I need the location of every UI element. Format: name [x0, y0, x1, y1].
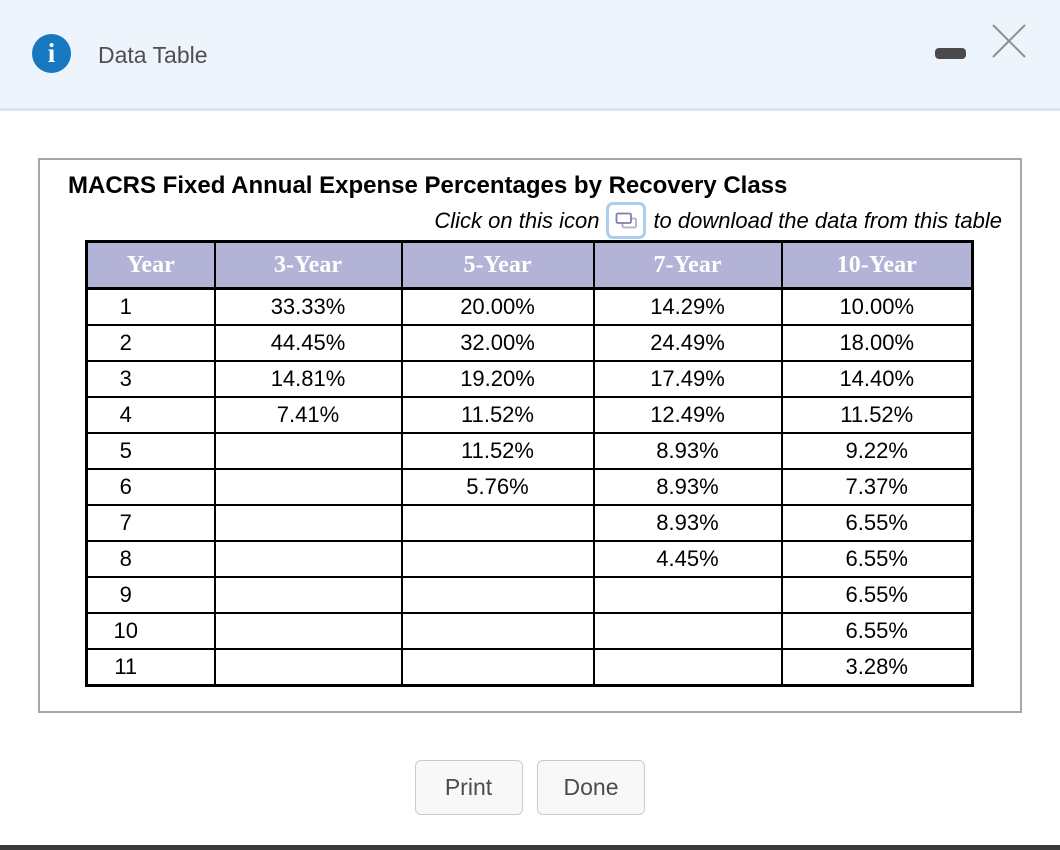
dialog-actions: Print Done — [0, 760, 1060, 815]
table-row: 6 5.76% 8.93% 7.37% — [85, 468, 974, 506]
year-cell: 3 — [85, 360, 216, 398]
table-row: 11 3.28% — [85, 648, 974, 687]
table-body: 1 33.33% 20.00% 14.29% 10.00% 2 44.45% 32.00% 24… — [85, 287, 974, 687]
value-cell — [213, 432, 403, 470]
close-button[interactable] — [988, 20, 1030, 62]
subtitle-text-after: to download the data from this table — [653, 207, 1002, 233]
value-cell — [400, 648, 595, 687]
column-header: 3-Year — [213, 240, 403, 290]
value-cell — [592, 648, 783, 687]
year-cell: 10 — [85, 612, 216, 650]
value-cell: 11.52% — [400, 432, 595, 470]
minimize-button[interactable] — [930, 36, 970, 62]
column-header: 10-Year — [780, 240, 974, 290]
copy-download-icon — [615, 212, 637, 228]
value-cell — [213, 648, 403, 687]
table-row: 5 11.52% 8.93% 9.22% — [85, 432, 974, 470]
value-cell: 14.40% — [780, 360, 974, 398]
value-cell — [400, 576, 595, 614]
value-cell — [400, 504, 595, 542]
value-cell — [213, 612, 403, 650]
column-header: 5-Year — [400, 240, 595, 290]
info-icon: i — [32, 34, 71, 73]
value-cell: 14.81% — [213, 360, 403, 398]
table-row: 3 14.81% 19.20% 17.49% 14.40% — [85, 360, 974, 398]
value-cell: 17.49% — [592, 360, 783, 398]
table-header-row: Year 3-Year 5-Year 7-Year 10-Year — [85, 240, 974, 290]
value-cell: 32.00% — [400, 324, 595, 362]
value-cell: 20.00% — [400, 287, 595, 326]
table-row: 9 6.55% — [85, 576, 974, 614]
value-cell: 8.93% — [592, 468, 783, 506]
table-subtitle: Click on this icon to download the data … — [434, 202, 1002, 239]
year-cell: 5 — [85, 432, 216, 470]
value-cell: 5.76% — [400, 468, 595, 506]
value-cell: 11.52% — [780, 396, 974, 434]
value-cell — [213, 540, 403, 578]
value-cell: 7.37% — [780, 468, 974, 506]
value-cell: 11.52% — [400, 396, 595, 434]
value-cell: 8.93% — [592, 432, 783, 470]
year-cell: 2 — [85, 324, 216, 362]
value-cell: 8.93% — [592, 504, 783, 542]
year-cell: 6 — [85, 468, 216, 506]
value-cell — [213, 576, 403, 614]
year-cell: 1 — [85, 287, 216, 326]
value-cell: 24.49% — [592, 324, 783, 362]
value-cell: 44.45% — [213, 324, 403, 362]
column-header: 7-Year — [592, 240, 783, 290]
value-cell: 33.33% — [213, 287, 403, 326]
year-cell: 9 — [85, 576, 216, 614]
value-cell: 12.49% — [592, 396, 783, 434]
value-cell — [400, 612, 595, 650]
value-cell: 6.55% — [780, 504, 974, 542]
macrs-table: Year 3-Year 5-Year 7-Year 10-Year 1 33.33% 20.… — [85, 240, 974, 687]
value-cell: 4.45% — [592, 540, 783, 578]
dialog-title: Data Table — [98, 42, 208, 68]
value-cell: 6.55% — [780, 612, 974, 650]
minimize-icon — [934, 47, 966, 59]
done-button[interactable]: Done — [536, 760, 646, 815]
table-row: 7 8.93% 6.55% — [85, 504, 974, 542]
table-row: 2 44.45% 32.00% 24.49% 18.00% — [85, 324, 974, 362]
value-cell: 14.29% — [592, 287, 783, 326]
value-cell: 7.41% — [213, 396, 403, 434]
value-cell: 19.20% — [400, 360, 595, 398]
value-cell: 10.00% — [780, 287, 974, 326]
value-cell — [592, 576, 783, 614]
year-cell: 11 — [85, 648, 216, 687]
value-cell: 9.22% — [780, 432, 974, 470]
value-cell: 18.00% — [780, 324, 974, 362]
value-cell — [213, 504, 403, 542]
value-cell — [400, 540, 595, 578]
table-row: 8 4.45% 6.55% — [85, 540, 974, 578]
print-button[interactable]: Print — [414, 760, 523, 815]
table-row: 10 6.55% — [85, 612, 974, 650]
value-cell: 3.28% — [780, 648, 974, 687]
table-row: 4 7.41% 11.52% 12.49% 11.52% — [85, 396, 974, 434]
data-table-panel: MACRS Fixed Annual Expense Percentages b… — [38, 158, 1022, 713]
value-cell — [592, 612, 783, 650]
value-cell: 6.55% — [780, 576, 974, 614]
download-data-button[interactable] — [606, 202, 647, 239]
year-cell: 7 — [85, 504, 216, 542]
column-header: Year — [85, 240, 216, 290]
close-icon — [992, 24, 1026, 58]
table-row: 1 33.33% 20.00% 14.29% 10.00% — [85, 287, 974, 326]
year-cell: 8 — [85, 540, 216, 578]
value-cell — [213, 468, 403, 506]
window-bottom-edge — [0, 845, 1060, 850]
dialog-titlebar: i Data Table — [0, 0, 1060, 111]
year-cell: 4 — [85, 396, 216, 434]
subtitle-text-before: Click on this icon — [434, 207, 600, 233]
table-title: MACRS Fixed Annual Expense Percentages b… — [68, 172, 788, 199]
value-cell: 6.55% — [780, 540, 974, 578]
